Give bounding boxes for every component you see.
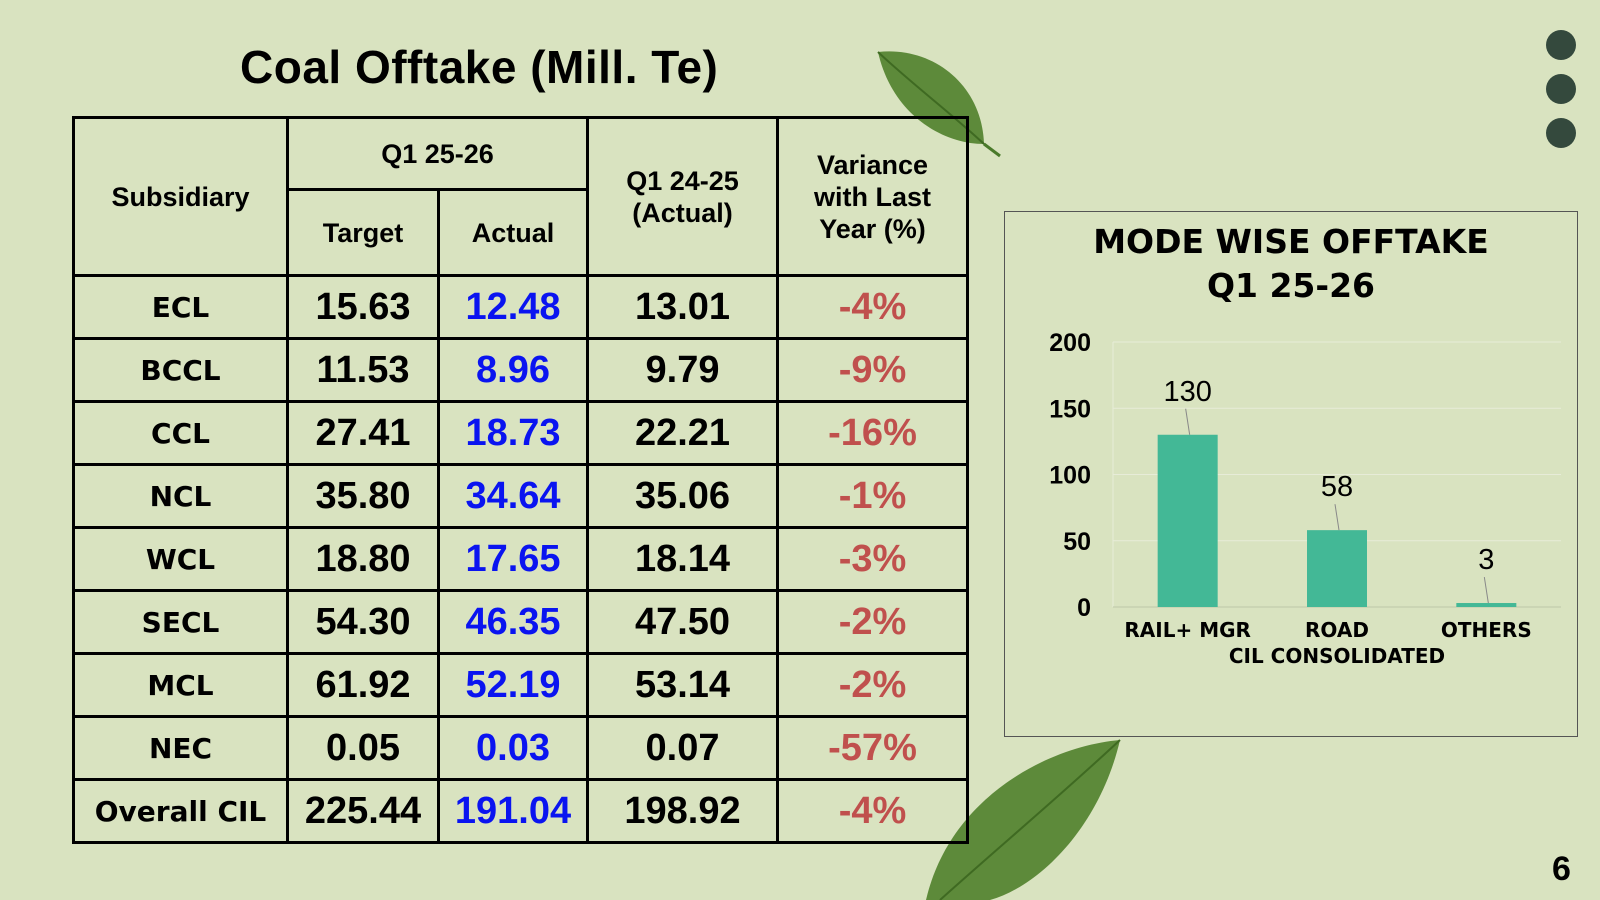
cell-subsidiary: CCL xyxy=(72,400,289,466)
cell-variance: -57% xyxy=(776,715,969,781)
cell-variance: -9% xyxy=(776,337,969,403)
cell-target: 54.30 xyxy=(286,589,440,655)
cell-target: 225.44 xyxy=(286,778,440,844)
chart-title-line2: Q1 25-26 xyxy=(1206,266,1376,305)
cell-subsidiary: ECL xyxy=(72,274,289,340)
cell-target: 61.92 xyxy=(286,652,440,718)
cell-target: 0.05 xyxy=(286,715,440,781)
cell-previous: 53.14 xyxy=(586,652,779,718)
cell-subsidiary: NEC xyxy=(72,715,289,781)
cell-subsidiary: Overall CIL xyxy=(72,778,289,844)
header-q1-current: Q1 25-26 xyxy=(286,116,589,191)
header-subsidiary: Subsidiary xyxy=(72,116,289,277)
cell-previous: 13.01 xyxy=(586,274,779,340)
chart-title-line1: MODE WISE OFFTAKE xyxy=(1093,222,1489,261)
bar-chart-svg: 0 50 100 150 200 130 RAIL+ MGR 58 ROAD 3 OTHERSCIL… xyxy=(1049,329,1561,668)
y-tick-label: 100 xyxy=(1049,462,1091,490)
cell-actual: 17.65 xyxy=(437,526,589,592)
header-target: Target xyxy=(286,188,440,277)
header-actual: Actual xyxy=(437,188,589,277)
cell-subsidiary: SECL xyxy=(72,589,289,655)
cell-actual: 34.64 xyxy=(437,463,589,529)
table-row: ECL 15.63 12.48 13.01 -4% xyxy=(72,274,969,340)
cell-actual: 46.35 xyxy=(437,589,589,655)
cell-subsidiary: NCL xyxy=(72,463,289,529)
table-row: SECL 54.30 46.35 47.50 -2% xyxy=(72,589,969,655)
cell-target: 35.80 xyxy=(286,463,440,529)
cell-variance: -2% xyxy=(776,652,969,718)
cell-previous: 35.06 xyxy=(586,463,779,529)
y-tick-label: 150 xyxy=(1049,395,1091,423)
dot-icon xyxy=(1546,74,1576,104)
chart-title: MODE WISE OFFTAKE Q1 25-26 xyxy=(1005,220,1577,308)
leader-line xyxy=(1185,408,1191,435)
decorative-dots xyxy=(1546,30,1578,162)
cell-previous: 22.21 xyxy=(586,400,779,466)
cell-variance: -4% xyxy=(776,274,969,340)
cell-target: 18.80 xyxy=(286,526,440,592)
cell-previous: 9.79 xyxy=(586,337,779,403)
mode-wise-chart: MODE WISE OFFTAKE Q1 25-26 0 50 100 150 200 1… xyxy=(1004,211,1578,737)
bar xyxy=(1307,530,1367,607)
page-number: 6 xyxy=(1552,850,1571,888)
table-row: NCL 35.80 34.64 35.06 -1% xyxy=(72,463,969,529)
data-label: 58 xyxy=(1321,471,1353,503)
cell-previous: 0.07 xyxy=(586,715,779,781)
cell-actual: 191.04 xyxy=(437,778,589,844)
table-row: MCL 61.92 52.19 53.14 -2% xyxy=(72,652,969,718)
x-tick-label: OTHERS xyxy=(1441,618,1532,642)
y-tick-label: 50 xyxy=(1063,528,1091,556)
cell-actual: 8.96 xyxy=(437,337,589,403)
y-tick-label: 200 xyxy=(1049,329,1091,357)
table-row: WCL 18.80 17.65 18.14 -3% xyxy=(72,526,969,592)
cell-variance: -1% xyxy=(776,463,969,529)
cell-subsidiary: MCL xyxy=(72,652,289,718)
cell-target: 27.41 xyxy=(286,400,440,466)
x-axis-title: CIL CONSOLIDATED xyxy=(1229,644,1445,668)
cell-previous: 47.50 xyxy=(586,589,779,655)
header-q1-previous: Q1 24-25 (Actual) xyxy=(586,116,779,277)
cell-variance: -4% xyxy=(776,778,969,844)
cell-subsidiary: WCL xyxy=(72,526,289,592)
leader-line xyxy=(1334,504,1340,531)
y-tick-label: 0 xyxy=(1077,594,1091,622)
cell-actual: 52.19 xyxy=(437,652,589,718)
table-row: CCL 27.41 18.73 22.21 -16% xyxy=(72,400,969,466)
cell-variance: -2% xyxy=(776,589,969,655)
dot-icon xyxy=(1546,30,1576,60)
table-row: BCCL 11.53 8.96 9.79 -9% xyxy=(72,337,969,403)
leaf-bottom-image xyxy=(926,739,1121,900)
data-label: 3 xyxy=(1478,544,1494,576)
cell-variance: -16% xyxy=(776,400,969,466)
leader-line xyxy=(1483,576,1489,604)
offtake-table: Subsidiary Q1 25-26 Q1 24-25 (Actual) Va… xyxy=(72,116,969,844)
cell-target: 11.53 xyxy=(286,337,440,403)
cell-target: 15.63 xyxy=(286,274,440,340)
cell-actual: 0.03 xyxy=(437,715,589,781)
page-title: Coal Offtake (Mill. Te) xyxy=(240,41,719,93)
x-tick-label: ROAD xyxy=(1305,618,1369,642)
cell-actual: 18.73 xyxy=(437,400,589,466)
x-tick-label: RAIL+ MGR xyxy=(1124,618,1251,642)
header-variance: Variance with Last Year (%) xyxy=(776,116,969,277)
table-row-total: Overall CIL 225.44 191.04 198.92 -4% xyxy=(72,778,969,844)
dot-icon xyxy=(1546,118,1576,148)
table-row: NEC 0.05 0.03 0.07 -57% xyxy=(72,715,969,781)
cell-previous: 18.14 xyxy=(586,526,779,592)
cell-variance: -3% xyxy=(776,526,969,592)
bar xyxy=(1456,603,1517,607)
cell-actual: 12.48 xyxy=(437,274,589,340)
bar xyxy=(1157,434,1218,607)
cell-subsidiary: BCCL xyxy=(72,337,289,403)
cell-previous: 198.92 xyxy=(586,778,779,844)
data-label: 130 xyxy=(1163,376,1211,408)
